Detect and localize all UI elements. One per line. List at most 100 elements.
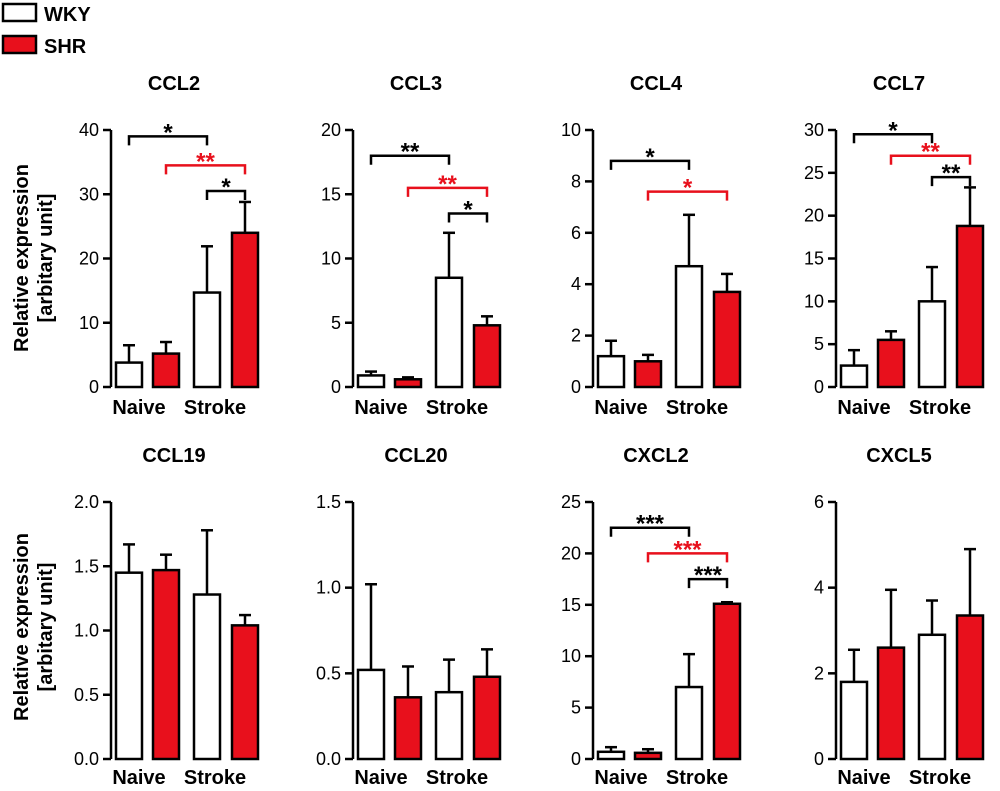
significance-bracket [646,552,729,563]
y-tick-label: 2.0 [74,492,99,512]
chart-title: CCL2 [148,73,200,95]
chart-title: CCL20 [384,445,447,467]
y-tick-label: 20 [804,206,824,226]
significance-bracket [369,154,451,165]
y-tick-label: 0 [814,749,824,769]
significance-stars: * [221,174,231,201]
legend-wky-swatch [1,2,38,23]
group-label-stroke: Stroke [426,767,488,789]
bar-stroke-wky [192,593,222,761]
significance-bracket [447,212,489,223]
group-label-naive: Naive [112,767,165,789]
y-tick-label: 6 [814,492,824,512]
bar-stroke-wky [674,685,704,761]
legend-shr-swatch [1,34,38,55]
group-label-stroke: Stroke [426,397,488,419]
group-label-stroke: Stroke [184,397,246,419]
legend-wky-label: WKY [44,4,91,26]
significance-bracket [687,577,729,589]
chart-cxcl5: CXCL5 0 2 4 6 Naive Stroke [814,445,985,789]
bar-stroke-shr [472,675,502,761]
significance-stars: *** [636,511,665,538]
bar-stroke-wky [917,300,947,389]
chart-title: CCL4 [630,73,683,95]
bar-stroke-wky [434,276,464,389]
group-label-naive: Naive [354,767,407,789]
significance-stars: *** [694,562,723,589]
bar-stroke-wky [674,264,704,389]
significance-stars: * [888,117,898,144]
significance-stars: ** [438,171,457,198]
bar-naive-wky [356,668,386,761]
significance-bracket [646,190,729,201]
y-tick-label: 0.0 [74,749,99,769]
significance-stars: ** [196,148,215,175]
bar-stroke-shr [712,290,742,389]
y-tick-label: 1.0 [74,621,99,641]
y-axis-label-bottom-line2: [arbitary unit] [35,563,57,692]
bar-naive-wky [839,680,869,761]
bar-naive-wky [114,361,144,389]
significance-bracket [406,186,489,197]
group-label-naive: Naive [837,397,890,419]
group-label-naive: Naive [112,397,165,419]
group-label-stroke: Stroke [666,767,728,789]
y-tick-label: 0 [571,377,581,397]
bar-naive-shr [633,751,663,761]
y-tick-label: 4 [571,274,581,294]
chart-ccl19: CCL19 0.0 0.5 1.0 1.5 2.0 Naive Stroke [74,445,260,789]
bar-naive-shr [393,696,423,761]
chart-title: CCL19 [142,445,205,467]
y-tick-label: 0.5 [74,685,99,705]
bar-stroke-shr [472,324,502,389]
chart-title: CXCL2 [623,445,689,467]
y-tick-label: 10 [561,646,581,666]
significance-stars: * [163,119,173,146]
group-label-naive: Naive [594,397,647,419]
bar-stroke-shr [230,231,260,389]
y-tick-label: 40 [79,120,99,140]
chart-ccl20: CCL20 0.0 0.5 1.0 1.5 Naive Stroke [316,445,502,789]
significance-stars: * [463,197,473,224]
y-tick-label: 0 [89,377,99,397]
bar-naive-shr [151,568,181,761]
significance-stars: ** [921,139,940,166]
bar-naive-shr [151,352,181,389]
y-tick-label: 1.5 [74,556,99,576]
y-tick-label: 0 [814,377,824,397]
significance-bracket [609,526,691,537]
chart-ccl4: CCL4 0 2 4 6 8 10 Naive Stroke * * [561,73,742,419]
bar-naive-wky [114,571,144,761]
legend: WKY SHR [1,2,91,58]
y-axis-label-top-line2: [arbitary unit] [35,194,57,323]
chart-title: CCL3 [390,73,442,95]
group-label-stroke: Stroke [909,397,971,419]
y-tick-label: 6 [571,223,581,243]
y-tick-label: 15 [804,249,824,269]
y-tick-label: 5 [814,334,824,354]
significance-stars: * [683,175,693,202]
bar-stroke-shr [712,602,742,761]
significance-bracket [889,154,972,165]
y-tick-label: 15 [321,184,341,204]
significance-bracket [852,133,934,144]
y-tick-label: 0 [571,749,581,769]
y-tick-label: 5 [571,698,581,718]
bar-stroke-shr [955,614,985,761]
y-axis-label-top-line1: Relative expression [11,164,33,352]
significance-bracket [930,175,972,187]
y-tick-label: 2 [571,326,581,346]
chart-title: CCL7 [873,73,925,95]
significance-stars: ** [401,139,420,166]
group-label-naive: Naive [594,767,647,789]
y-tick-label: 0 [331,377,341,397]
y-tick-label: 10 [79,313,99,333]
group-label-stroke: Stroke [909,767,971,789]
y-tick-label: 25 [561,492,581,512]
group-label-naive: Naive [837,767,890,789]
y-tick-label: 0.0 [316,749,341,769]
